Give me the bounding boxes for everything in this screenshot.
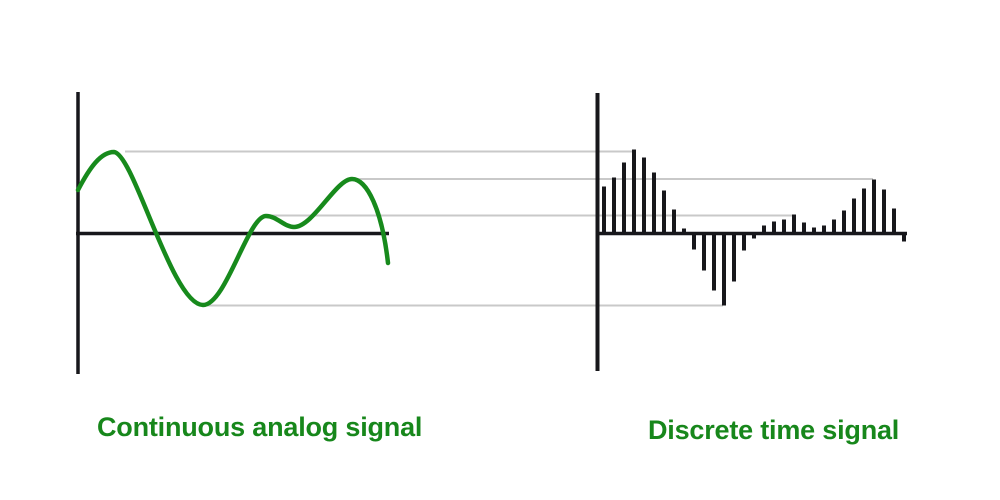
sample-stem xyxy=(722,233,726,306)
sample-stem xyxy=(792,214,796,234)
sample-stem xyxy=(712,233,716,291)
sample-stem xyxy=(612,177,616,234)
sample-stem xyxy=(602,186,606,234)
sample-stem xyxy=(672,209,676,234)
sample-stem xyxy=(822,225,826,234)
discrete-plot xyxy=(595,93,907,371)
sample-stem xyxy=(882,189,886,234)
sample-stem xyxy=(802,222,806,234)
reference-lines xyxy=(125,150,873,307)
sample-stem xyxy=(892,208,896,234)
sample-stem xyxy=(742,233,746,251)
sample-stem xyxy=(842,210,846,234)
sample-stem xyxy=(772,221,776,234)
sample-stem xyxy=(682,228,686,234)
sample-stem xyxy=(902,233,906,242)
sample-stem xyxy=(852,198,856,234)
sample-stem xyxy=(642,157,646,234)
sample-stem xyxy=(812,227,816,234)
sample-stem xyxy=(662,190,666,234)
sample-stem xyxy=(862,188,866,234)
sample-stem xyxy=(732,233,736,282)
sample-stem xyxy=(622,162,626,234)
discrete-signal-label: Discrete time signal xyxy=(648,415,900,445)
sample-stem xyxy=(652,172,656,234)
sample-stem xyxy=(782,219,786,234)
analog-signal-curve xyxy=(75,149,391,308)
sample-stem xyxy=(762,225,766,234)
continuous-plot xyxy=(75,92,391,374)
sample-stem xyxy=(632,149,636,234)
continuous-signal-label: Continuous analog signal xyxy=(97,412,423,442)
sample-stem xyxy=(702,233,706,271)
sample-stem xyxy=(872,179,876,234)
sample-stem xyxy=(692,233,696,250)
sample-stem xyxy=(832,219,836,234)
sample-stem xyxy=(752,233,756,239)
